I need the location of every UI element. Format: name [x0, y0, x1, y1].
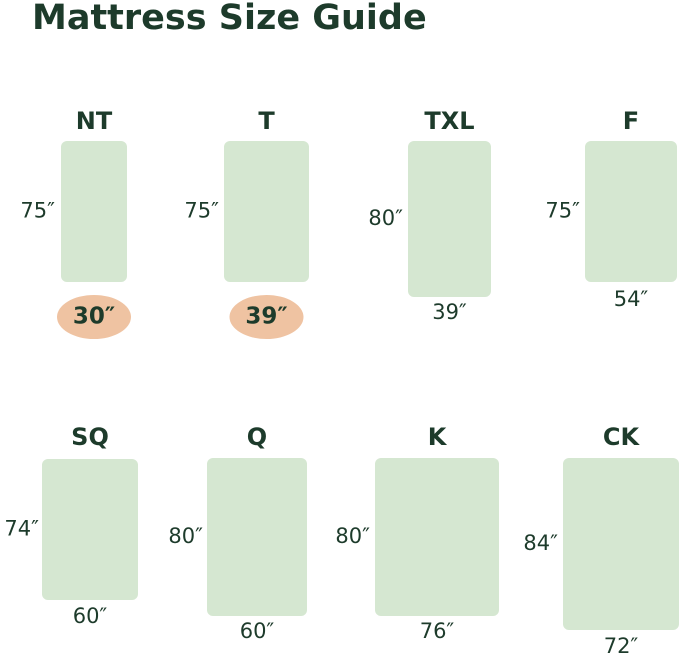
length-label: 74″ — [4, 517, 39, 541]
mattress-name: T — [258, 107, 275, 135]
mattress-name: K — [428, 423, 448, 451]
highlight-oval — [229, 295, 304, 339]
length-label: 84″ — [523, 531, 558, 555]
highlight-oval — [57, 295, 131, 339]
width-label: 39″ — [245, 304, 287, 330]
mattress-shape — [42, 459, 138, 600]
mattress-name: NT — [76, 107, 113, 135]
mattress-name: SQ — [71, 423, 109, 451]
width-label: 30″ — [73, 304, 115, 330]
mattress-shape — [408, 141, 491, 297]
mattress-shape — [61, 141, 127, 282]
length-label: 75″ — [184, 199, 219, 223]
length-label: 75″ — [20, 199, 55, 223]
width-label: 39″ — [432, 300, 467, 324]
mattress-shape — [207, 458, 307, 616]
mattress-name: F — [623, 107, 639, 135]
length-label: 80″ — [368, 206, 403, 230]
length-label: 75″ — [545, 199, 580, 223]
mattress-shape — [375, 458, 499, 616]
mattress-shape — [224, 141, 309, 282]
mattress-name: TXL — [424, 107, 474, 135]
mattress-shape — [585, 141, 677, 282]
width-label: 60″ — [240, 619, 275, 643]
length-label: 80″ — [168, 524, 203, 548]
width-label: 76″ — [420, 619, 455, 643]
mattress-name: Q — [247, 423, 267, 451]
title: Mattress Size Guide — [32, 0, 427, 38]
width-label: 72″ — [604, 634, 639, 658]
mattress-shape — [563, 458, 679, 630]
length-label: 80″ — [335, 524, 370, 548]
width-label: 60″ — [73, 604, 108, 628]
mattress-name: CK — [603, 423, 641, 451]
width-label: 54″ — [614, 287, 649, 311]
